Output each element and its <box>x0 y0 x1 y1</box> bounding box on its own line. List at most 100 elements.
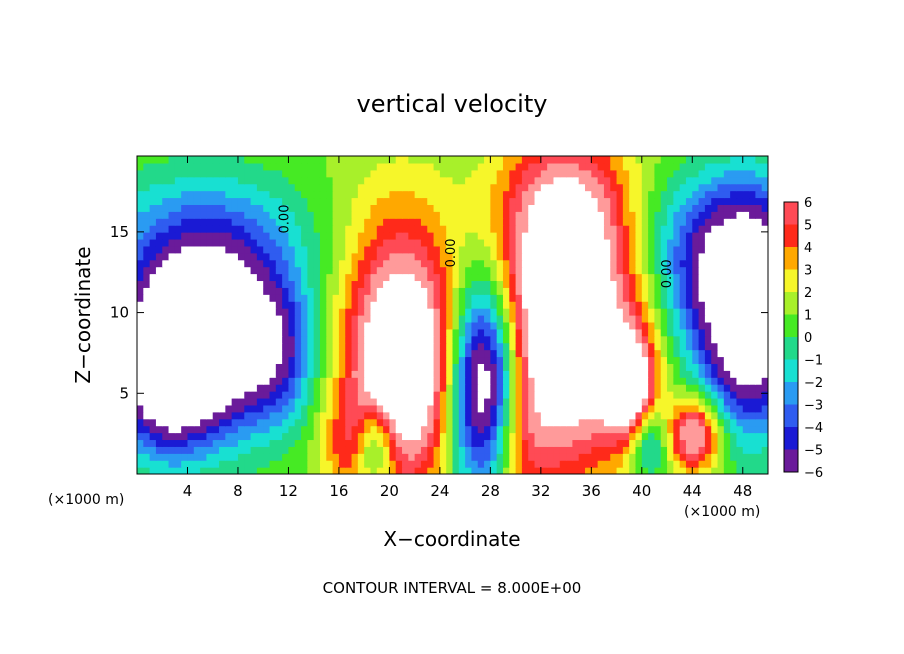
heatmap-cell <box>446 391 454 399</box>
heatmap-cell <box>446 162 454 171</box>
heatmap-cell <box>616 315 624 323</box>
heatmap-cell <box>332 211 340 219</box>
heatmap-cell <box>275 232 283 240</box>
heatmap-cell <box>332 432 340 441</box>
heatmap-cell <box>219 349 226 358</box>
heatmap-cell <box>301 287 308 295</box>
heatmap-cell <box>338 218 346 226</box>
heatmap-cell <box>616 287 624 295</box>
heatmap-cell <box>496 280 504 288</box>
heatmap-cell <box>578 467 586 474</box>
heatmap-cell <box>155 211 163 219</box>
heatmap-cell <box>553 363 561 371</box>
heatmap-cell <box>667 321 674 330</box>
heatmap-cell <box>345 391 353 399</box>
heatmap-cell <box>168 349 176 358</box>
heatmap-cell <box>641 370 649 378</box>
heatmap-cell <box>383 211 390 219</box>
heatmap-cell <box>679 328 687 337</box>
heatmap-cell <box>332 301 340 309</box>
heatmap-cell <box>502 176 510 185</box>
heatmap-cell <box>648 287 656 295</box>
heatmap-cell <box>250 225 258 233</box>
heatmap-cell <box>269 162 277 171</box>
heatmap-cell <box>610 197 618 205</box>
heatmap-cell <box>572 425 580 434</box>
heatmap-cell <box>193 384 201 392</box>
heatmap-cell <box>206 156 214 164</box>
heatmap-cell <box>275 397 283 406</box>
heatmap-cell <box>181 439 189 447</box>
heatmap-cell <box>515 439 523 447</box>
heatmap-cell <box>704 363 712 371</box>
heatmap-cell <box>667 232 674 240</box>
heatmap-cell <box>629 397 637 406</box>
heatmap-cell <box>465 176 473 185</box>
heatmap-cell <box>376 232 384 240</box>
heatmap-cell <box>566 342 573 351</box>
heatmap-cell <box>540 363 548 371</box>
heatmap-cell <box>484 176 491 185</box>
heatmap-cell <box>263 384 271 392</box>
heatmap-cell <box>591 425 599 434</box>
heatmap-cell <box>420 439 428 447</box>
heatmap-cell <box>402 384 409 392</box>
heatmap-cell <box>648 176 656 185</box>
contour-label: 0.00 <box>660 259 675 288</box>
contour-label: 0.00 <box>277 205 292 234</box>
heatmap-cell <box>237 183 245 192</box>
heatmap-cell <box>635 259 643 268</box>
heatmap-cell <box>219 315 226 323</box>
heatmap-cell <box>433 238 441 247</box>
heatmap-cell <box>742 266 750 275</box>
heatmap-cell <box>591 446 599 454</box>
heatmap-cell <box>629 363 637 371</box>
heatmap-cell <box>351 460 359 468</box>
heatmap-cell <box>288 156 296 164</box>
heatmap-cell <box>225 238 233 247</box>
heatmap-cell <box>629 259 637 268</box>
heatmap-cell <box>307 321 315 330</box>
heatmap-cell <box>307 176 315 185</box>
heatmap-cell <box>420 342 428 351</box>
heatmap-cell <box>168 280 176 288</box>
heatmap-cell <box>446 321 454 330</box>
heatmap-cell <box>326 328 334 337</box>
heatmap-cell <box>610 335 618 344</box>
heatmap-cell <box>622 411 630 420</box>
heatmap-cell <box>591 315 599 323</box>
heatmap-cell <box>566 287 573 295</box>
heatmap-cell <box>749 418 756 427</box>
heatmap-cell <box>654 404 662 413</box>
heatmap-cell <box>648 204 656 212</box>
heatmap-cell <box>667 342 674 351</box>
heatmap-cell <box>566 404 573 413</box>
heatmap-cell <box>301 391 308 399</box>
heatmap-cell <box>364 197 372 205</box>
heatmap-cell <box>376 211 384 219</box>
heatmap-cell <box>168 342 176 351</box>
heatmap-cell <box>635 266 643 275</box>
heatmap-cell <box>338 418 346 427</box>
heatmap-cell <box>332 156 340 164</box>
heatmap-cell <box>736 252 744 261</box>
heatmap-cell <box>307 370 315 378</box>
heatmap-cell <box>244 259 252 268</box>
heatmap-cell <box>578 259 586 268</box>
heatmap-cell <box>427 308 435 316</box>
heatmap-cell <box>219 460 226 468</box>
heatmap-cell <box>723 432 731 441</box>
heatmap-cell <box>231 190 239 199</box>
heatmap-cell <box>723 391 731 399</box>
heatmap-cell <box>143 446 151 454</box>
heatmap-cell <box>521 176 529 185</box>
heatmap-cell <box>667 252 674 261</box>
heatmap-cell <box>332 204 340 212</box>
heatmap-cell <box>370 280 378 288</box>
heatmap-cell <box>433 197 441 205</box>
heatmap-cell <box>692 245 700 254</box>
heatmap-cell <box>351 439 359 447</box>
heatmap-cell <box>452 397 460 406</box>
heatmap-cell <box>244 384 252 392</box>
heatmap-cell <box>509 218 517 226</box>
